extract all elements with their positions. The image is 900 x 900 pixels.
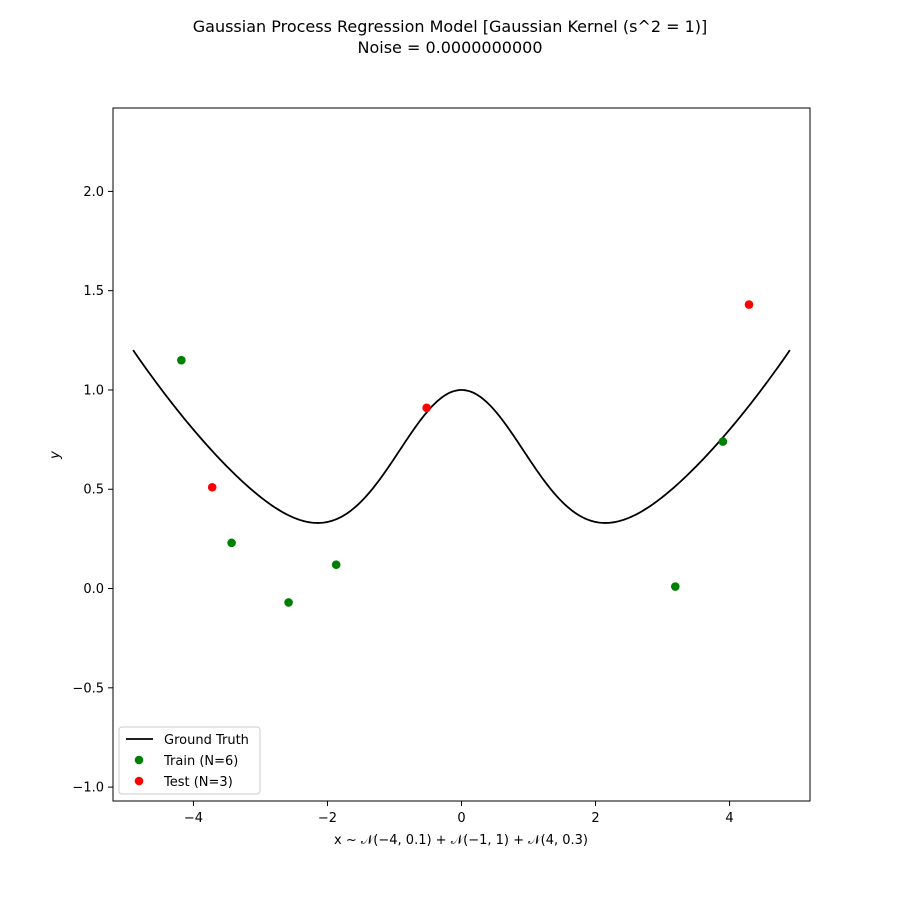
y-tick-label: 1.0 (83, 383, 104, 398)
x-tick-label: −2 (318, 811, 337, 826)
legend-label-test: Test (N=3) (163, 775, 233, 790)
y-tick-label: −0.5 (72, 681, 104, 696)
y-axis-label: y (48, 451, 63, 460)
x-tick-label: 0 (457, 811, 465, 826)
chart-subtitle: Noise = 0.0000000000 (357, 38, 542, 57)
test-point (422, 403, 431, 413)
ground-truth-line (132, 349, 791, 524)
x-tick-label: −4 (184, 811, 203, 826)
plot-area (113, 108, 810, 801)
train-point (331, 560, 341, 569)
test-point (207, 482, 217, 492)
y-tick-label: 2.0 (83, 185, 104, 200)
x-tick-label: 2 (591, 811, 599, 826)
x-axis-label: x ~ 𝒩(−4, 0.1) + 𝒩(−1, 1) + 𝒩(4, 0.3) (334, 833, 588, 848)
y-tick-label: −1.0 (72, 781, 104, 796)
train-point (718, 437, 728, 446)
train-point (670, 582, 680, 591)
legend-label-ground-truth: Ground Truth (164, 733, 249, 748)
y-tick-label: 1.5 (83, 284, 104, 299)
y-tick-label: 0.0 (83, 582, 104, 597)
test-point (744, 300, 754, 309)
legend-box (118, 726, 261, 795)
x-tick-label: 4 (725, 811, 733, 826)
train-point (227, 538, 236, 548)
train-point (284, 598, 293, 607)
legend-swatch-train (134, 755, 144, 765)
legend-label-train: Train (N=6) (163, 754, 238, 769)
legend: Ground Truth Train (N=6) Test (N=3) (118, 726, 261, 795)
chart-title: Gaussian Process Regression Model [Gauss… (193, 17, 708, 36)
legend-swatch-test (134, 776, 144, 786)
train-point (177, 355, 186, 365)
y-tick-label: 0.5 (83, 483, 104, 498)
